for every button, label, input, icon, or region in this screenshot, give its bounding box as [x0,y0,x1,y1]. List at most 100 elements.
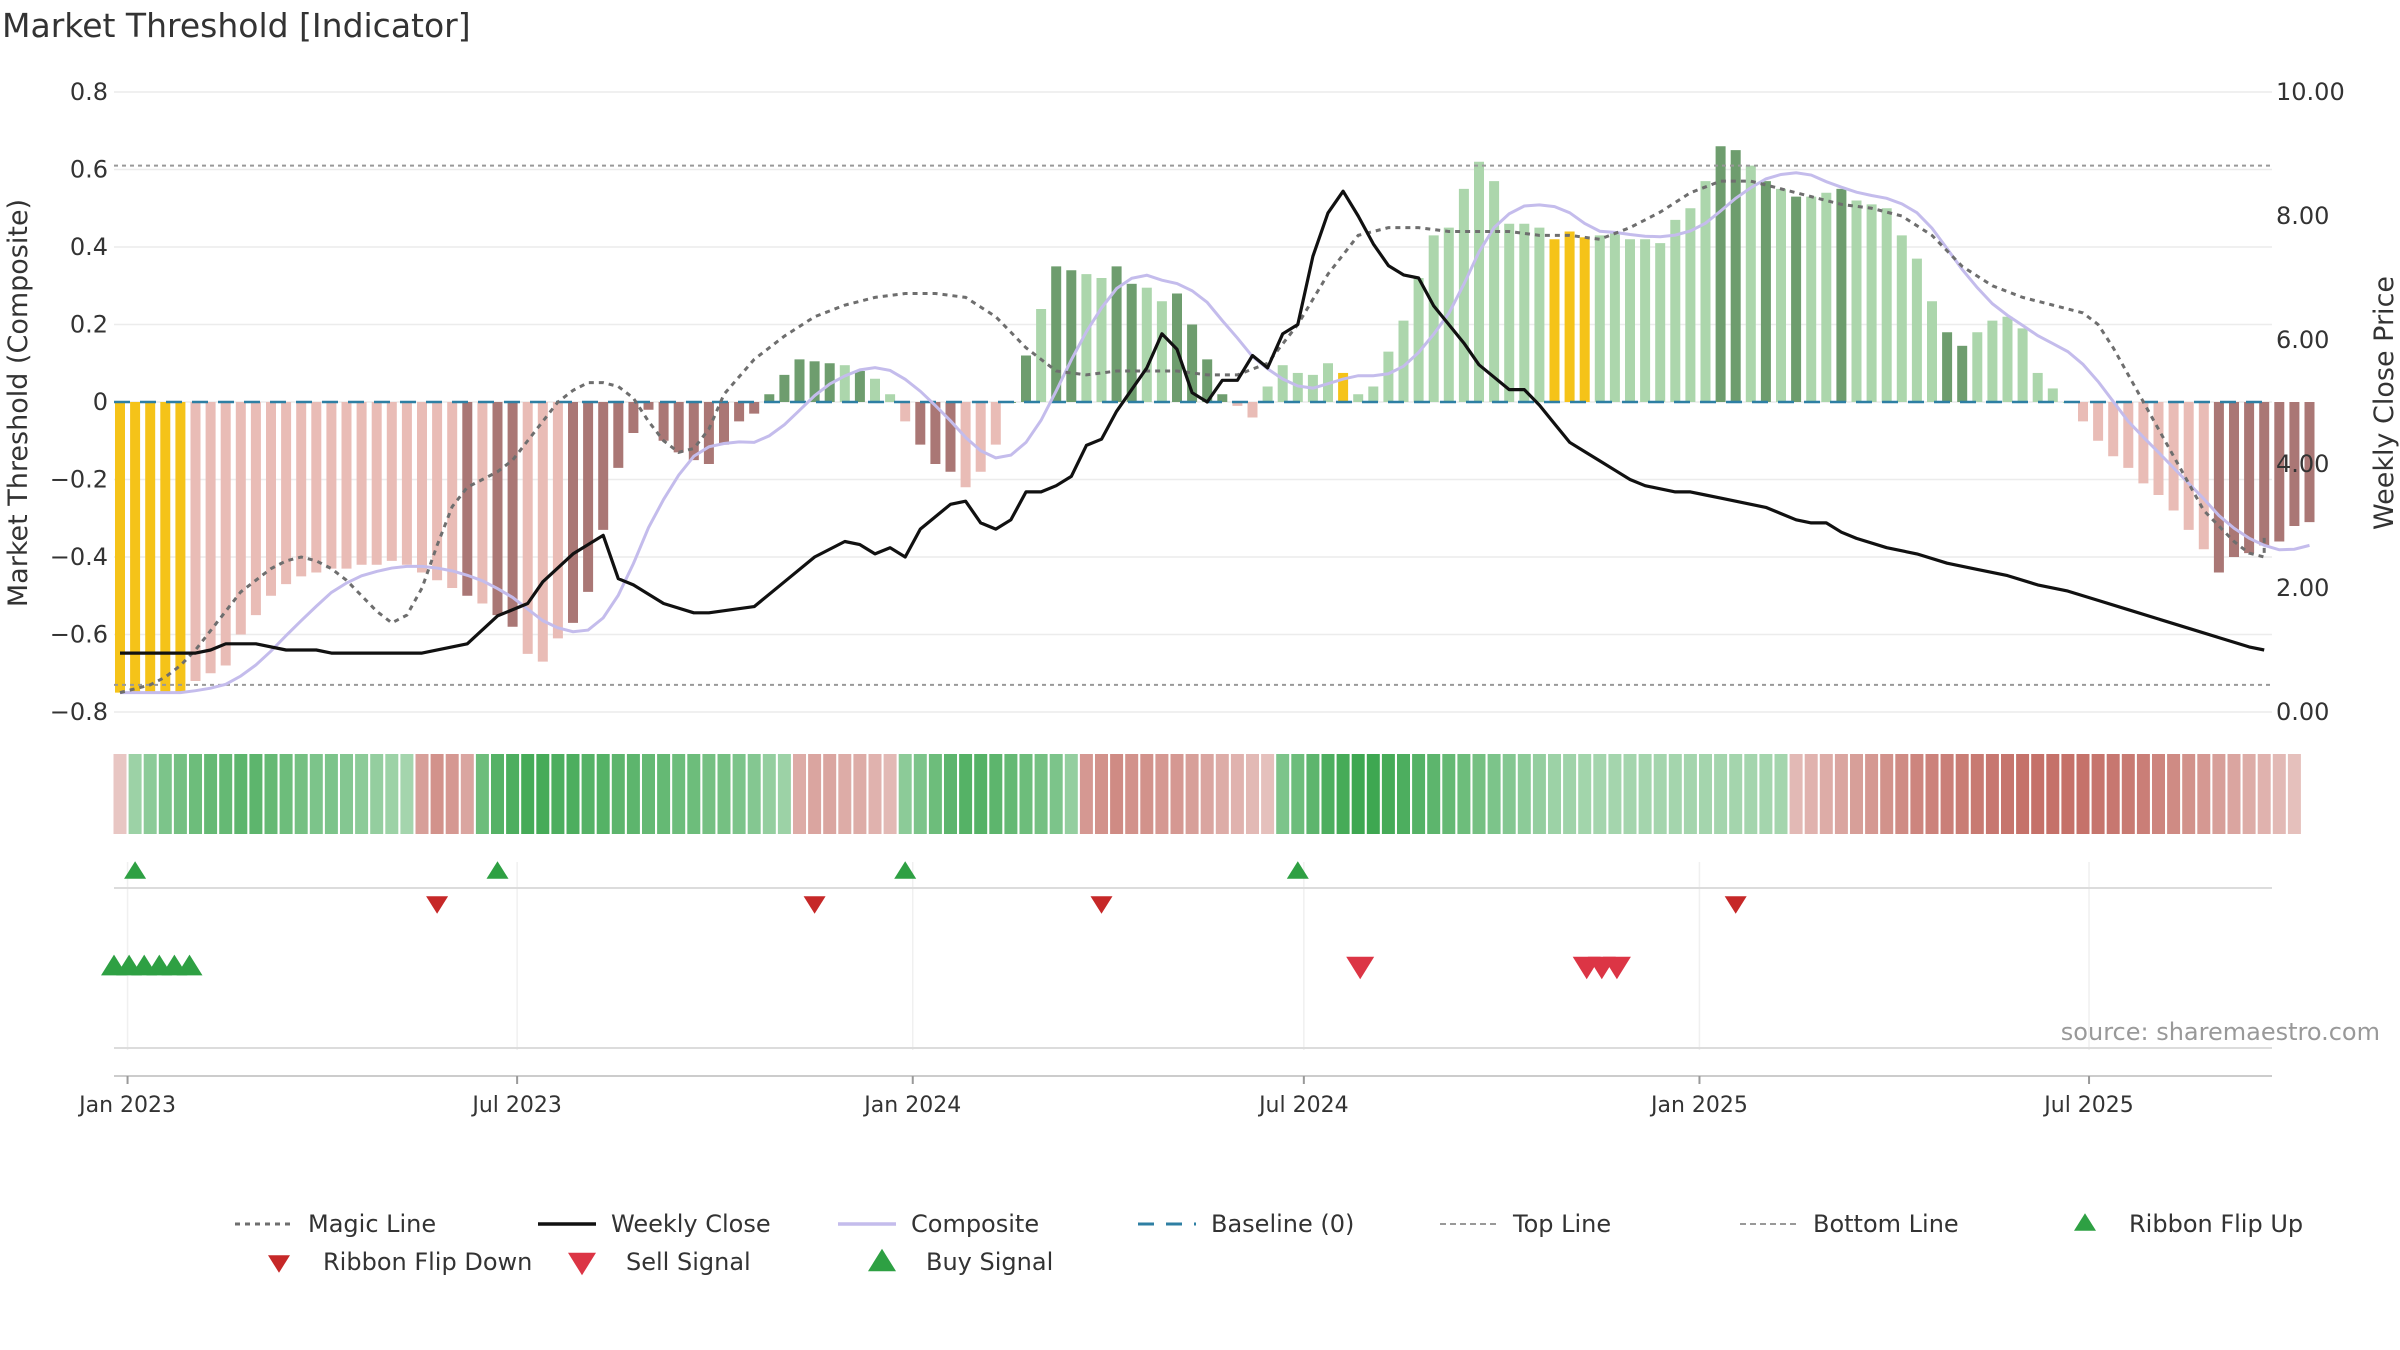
ribbon-cell-27 [521,754,535,834]
composite-bar-20 [417,402,427,573]
ribbon-cell-60 [1019,754,1033,834]
composite-bar-5 [190,402,201,681]
ribbon-cell-104 [1683,754,1697,834]
legend-item-bottom-line: Bottom Line [1740,1210,1959,1238]
ribbon-cell-93 [1517,754,1531,834]
ribbon-cell-130 [2076,754,2090,834]
composite-bar-4 [175,402,186,693]
composite-bar-125 [2002,316,2013,402]
composite-bar-29 [552,402,563,639]
ribbon-cell-114 [1834,754,1848,834]
composite-bar-35 [643,402,654,410]
ribbon-cell-40 [717,754,731,834]
ribbon-cell-122 [1955,754,1969,834]
composite-bar-94 [1534,227,1545,402]
ribbon-cell-70 [1170,754,1184,834]
ribbon-cell-96 [1563,754,1577,834]
x-tick-label: Jul 2023 [470,1093,562,1118]
composite-bar-85 [1398,320,1409,402]
composite-bar-134 [2138,402,2149,484]
composite-bar-46 [809,361,820,402]
ribbon-cell-73 [1215,754,1229,834]
legend: Magic Line Weekly Close Composite Baseline … [235,1210,2303,1276]
ribbon-cell-55 [944,754,957,834]
y2-tick-label: 8.00 [2276,202,2329,230]
composite-bar-40 [719,402,729,445]
ribbon-cell-24 [475,754,489,834]
ribbon-cell-91 [1487,754,1501,834]
composite-bar-98 [1594,235,1605,402]
composite-bar-30 [568,402,578,623]
ribbon-cell-82 [1351,754,1365,834]
ribbon-cell-127 [2031,754,2045,834]
ribbon-cell-78 [1291,754,1305,834]
composite-bar-96 [1564,231,1575,402]
composite-bar-89 [1458,188,1469,402]
ribbon-cell-125 [2001,754,2014,834]
ribbon-cell-63 [1064,754,1078,834]
composite-bar-19 [401,402,412,565]
composite-bar-50 [870,378,880,402]
composite-bar-114 [1836,188,1847,402]
composite-bar-99 [1609,231,1620,402]
ribbon-cell-144 [2287,754,2301,834]
legend-item-ribbon-flip-down: Ribbon Flip Down [268,1248,532,1276]
composite-bar-32 [598,402,609,530]
composite-bar-93 [1519,223,1530,402]
legend-item-weekly-close: Weekly Close [538,1210,771,1238]
ribbon-cell-42 [747,754,761,834]
composite-bar-3 [160,402,171,693]
ribbon-cell-120 [1925,754,1939,834]
ribbon-cell-135 [2152,754,2165,834]
legend-label: Magic Line [308,1210,436,1238]
ribbon-cell-18 [385,754,399,834]
legend-label: Bottom Line [1813,1210,1959,1238]
legend-label: Ribbon Flip Down [323,1248,532,1276]
composite-bar-11 [281,402,292,585]
composite-bar-7 [220,402,231,666]
composite-bar-101 [1640,239,1651,402]
ribbon-cell-17 [370,754,384,834]
ribbon-cell-52 [898,754,912,834]
composite-bar-9 [250,402,261,616]
ribbon-cell-81 [1336,754,1350,834]
legend-swatch [568,1252,596,1276]
ribbon-cell-32 [596,754,610,834]
composite-bar-1 [130,402,141,693]
composite-bars [115,146,2315,693]
ribbon-cell-23 [460,754,474,834]
ribbon-cell-2 [143,754,157,834]
ribbon-cell-105 [1699,754,1712,834]
x-tick-label: Jul 2024 [1257,1093,1349,1118]
composite-bar-56 [960,402,971,488]
composite-bar-115 [1851,200,1862,402]
source-note: source: sharemaestro.com [2061,1018,2380,1046]
composite-bar-64 [1081,274,1092,402]
sell-signal-marker [1346,956,1375,980]
composite-bar-71 [1187,324,1198,402]
composite-bar-143 [2274,402,2285,542]
ribbon-cell-71 [1185,754,1199,834]
ribbon-flip-down-marker [426,896,449,914]
ribbon-cell-112 [1804,754,1818,834]
ribbon-cell-0 [113,754,127,834]
y-tick-label: −0.8 [50,698,108,726]
composite-bar-84 [1383,351,1394,402]
legend-item-ribbon-flip-up: Ribbon Flip Up [2074,1210,2303,1238]
ribbon-cell-94 [1532,754,1546,834]
reference-lines [114,164,2272,686]
ribbon-cell-142 [2257,754,2271,834]
composite-bar-91 [1489,181,1500,402]
composite-bar-26 [507,402,518,627]
ribbon-cell-47 [823,754,837,834]
composite-bar-27 [522,402,533,654]
ribbon-cell-34 [626,754,640,834]
composite-bar-44 [779,374,790,402]
composite-bar-49 [854,371,865,402]
ribbon-flip-down-marker [803,896,826,914]
legend-item-top-line: Top Line [1440,1210,1611,1238]
composite-bar-65 [1096,278,1107,402]
composite-bar-104 [1685,208,1696,402]
composite-bar-73 [1217,394,1228,402]
ribbon-cell-41 [732,754,746,834]
